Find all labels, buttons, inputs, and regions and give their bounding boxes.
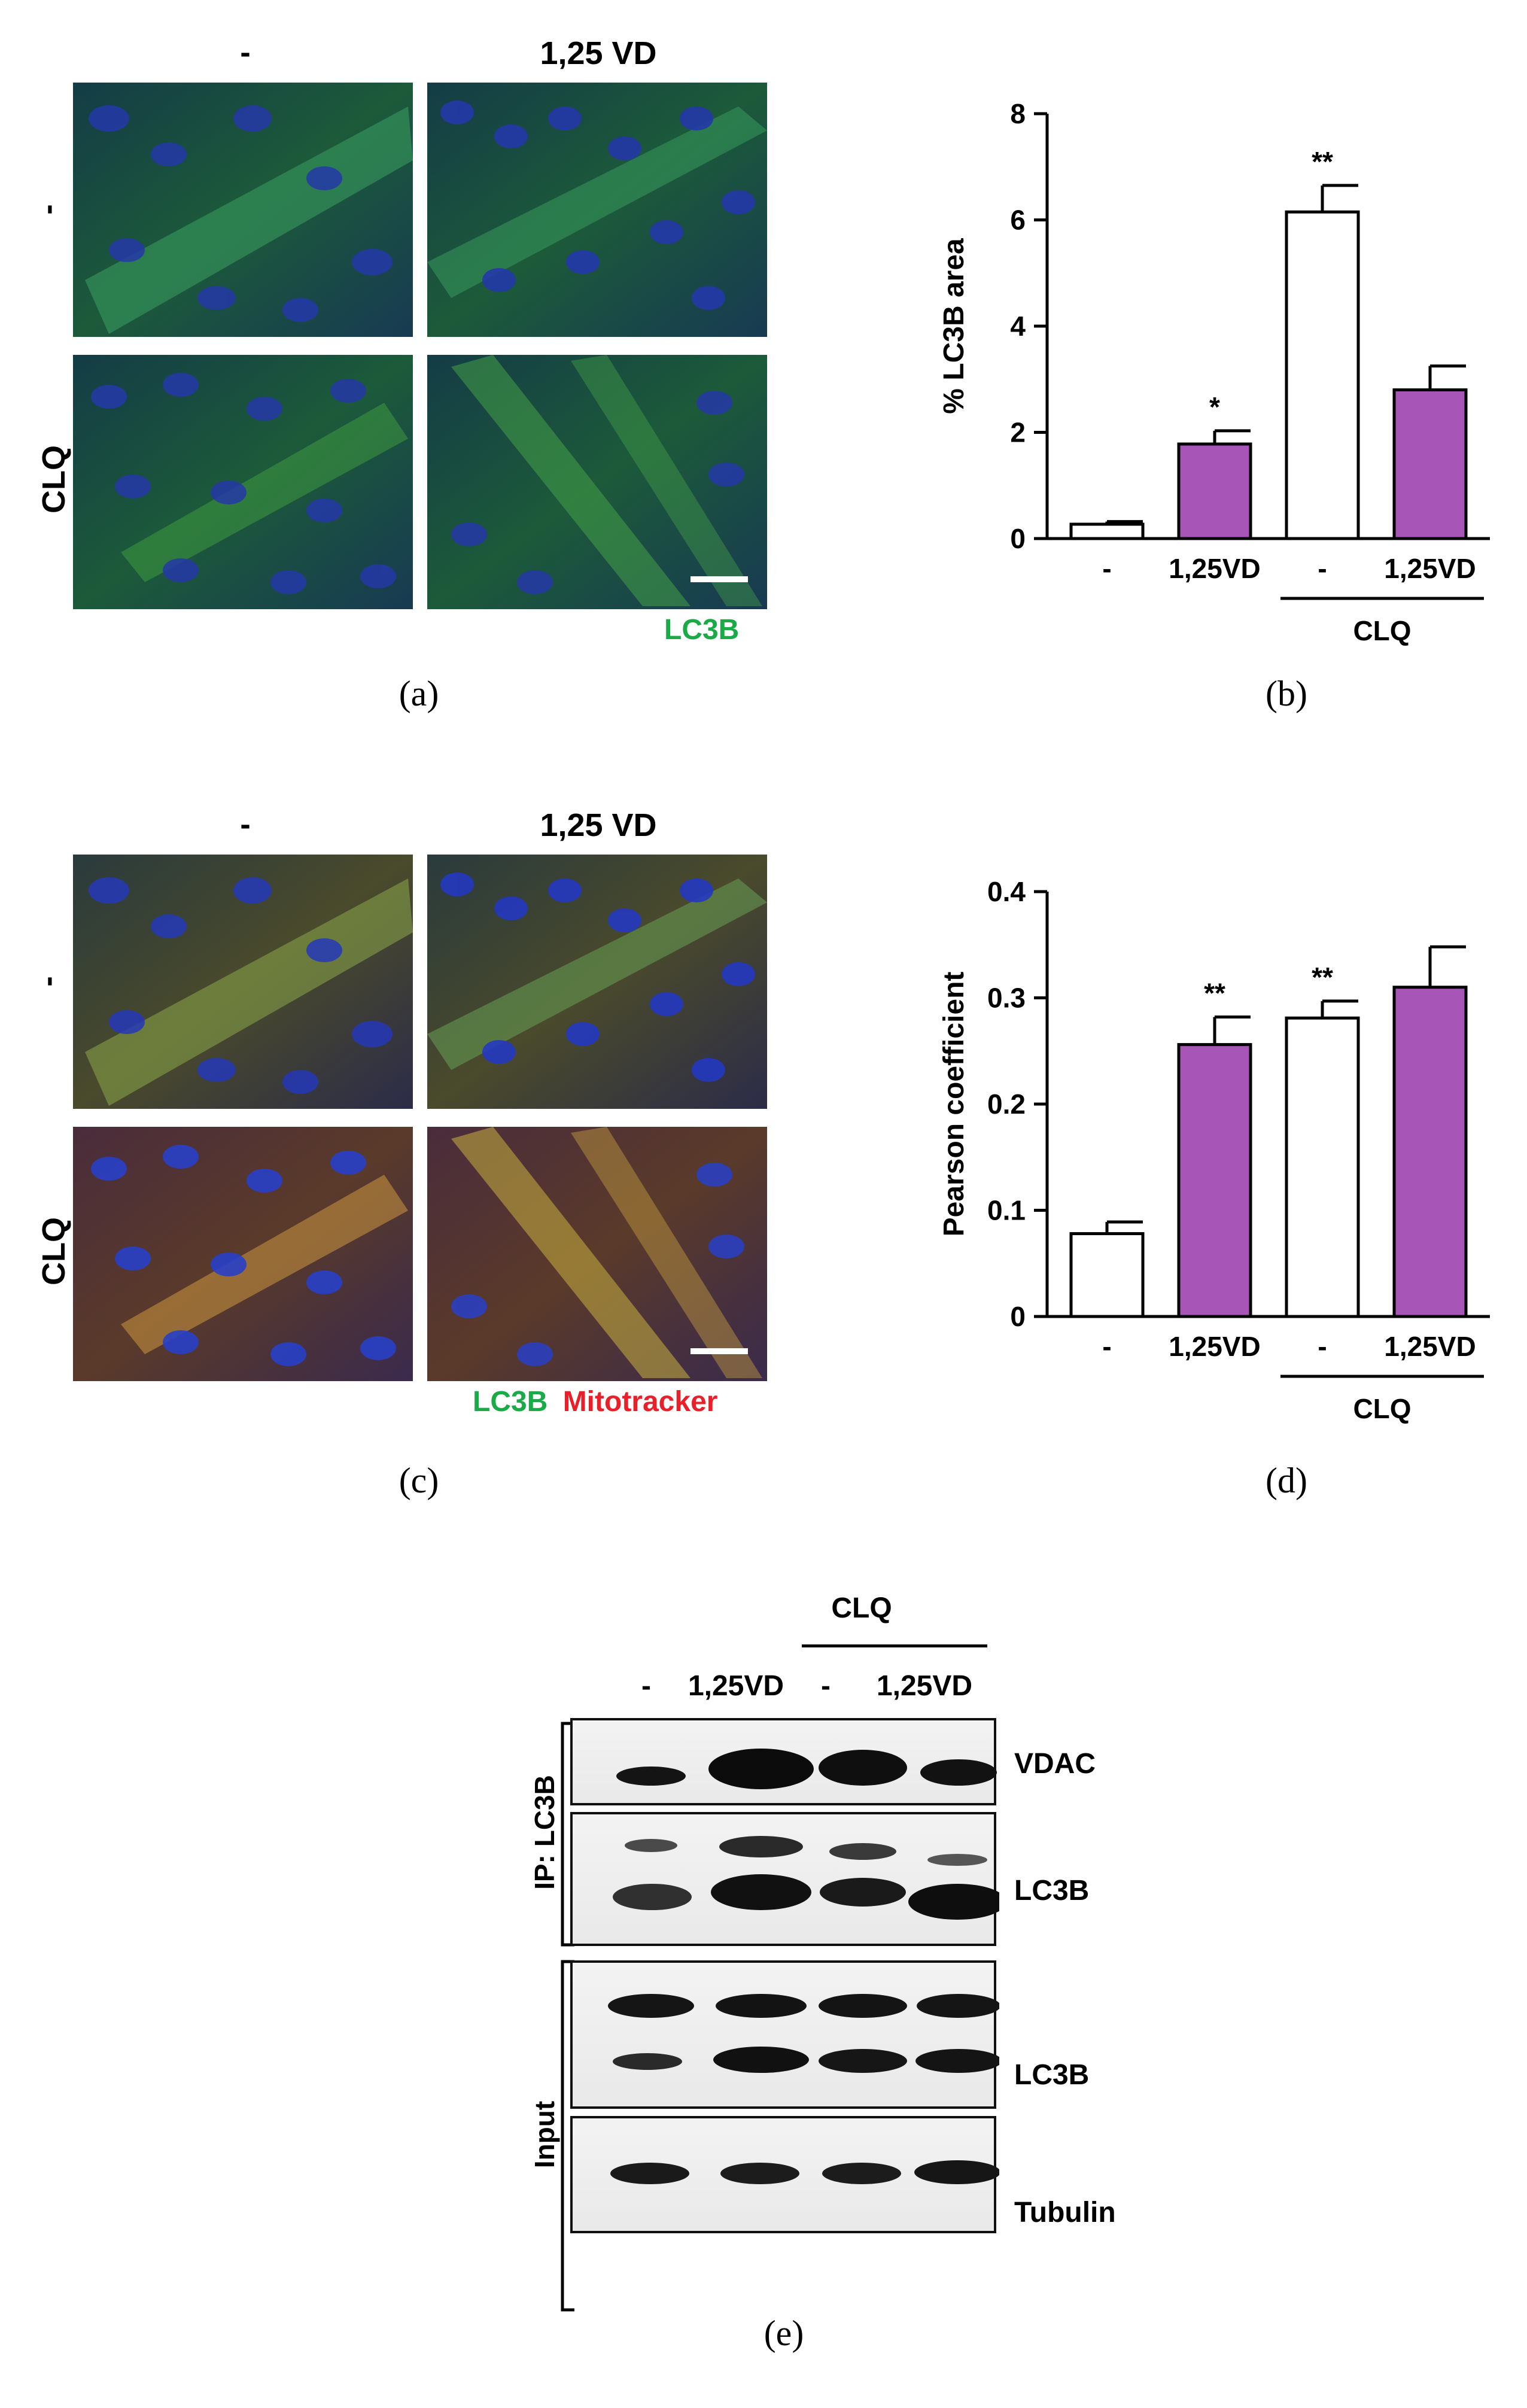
chart-b-ytick-label-2: 4: [1010, 311, 1026, 342]
chart-d-category-label-0: -: [1102, 1331, 1111, 1362]
chart-b-significance-2: **: [1312, 146, 1333, 177]
chart-b-ytick-label-3: 6: [1010, 205, 1026, 236]
chart-b-errorbar-1: [1213, 429, 1251, 445]
panel-c-caption: (c): [399, 1461, 439, 1500]
chart-b-bar-1: [1177, 442, 1252, 540]
panel-c-micrographs: [73, 855, 767, 1381]
scale-bar-c: [691, 1348, 748, 1354]
micrograph-c-125vd: [427, 855, 767, 1109]
panel-c-stain-green: LC3B: [473, 1386, 548, 1418]
chart-b-category-label-1: 1,25VD: [1169, 553, 1260, 584]
chart-d-bar-2: [1285, 1016, 1360, 1318]
panel-a-stain-label: LC3B: [664, 614, 740, 646]
panel-e-group-label: CLQ: [831, 1592, 892, 1624]
chart-b-errorbar-2: [1321, 184, 1358, 212]
panel-a-micrographs: [73, 83, 767, 609]
lane-label-4: 1,25VD: [876, 1670, 973, 1702]
scale-bar-a: [691, 576, 748, 582]
panel-c: - 1,25 VD - CLQ: [0, 772, 790, 1526]
chart-b-bar-0: [1069, 522, 1145, 540]
panel-e-caption: (e): [764, 2313, 804, 2353]
micrograph-a-clq: [73, 355, 413, 609]
chart-b-category-label-3: 1,25VD: [1384, 553, 1476, 584]
micrograph-c-clq-125vd: [427, 1127, 767, 1381]
lane-label-3: -: [821, 1670, 831, 1702]
chart-b-group-label: CLQ: [1353, 615, 1411, 646]
chart-d-errorbar-0: [1105, 1220, 1143, 1234]
panel-e-group-line: [802, 1644, 987, 1647]
chart-d-errorbar-1: [1213, 1015, 1251, 1045]
chart-d-ylabel: Pearson coefficient: [938, 972, 970, 1237]
chart-d-ytick-label-3: 0.3: [987, 983, 1026, 1014]
micrograph-a-clq-125vd: [427, 355, 767, 609]
chart-b-ylabel: % LC3B area: [938, 238, 970, 414]
panel-d: 0 0.1 0.2 0.3 0.4 Pearson coefficient - ** 1,25V…: [898, 850, 1526, 1526]
blot-vdac: [570, 1718, 997, 1805]
panel-b-caption: (b): [1266, 674, 1307, 713]
chart-b-ytick-label-4: 8: [1010, 98, 1026, 129]
blot-label-lc3b-ip: LC3B: [1014, 1875, 1090, 1907]
chart-d-ytick-label-1: 0.1: [987, 1195, 1026, 1226]
chart-d-category-label-1: 1,25VD: [1169, 1331, 1260, 1362]
chart-d-bar-1: [1177, 1043, 1252, 1318]
chart-b: 0 2 4 6 8 % LC3B area - * 1,25VD ** - 1,25VD CLQ: [938, 98, 1490, 646]
micrograph-a-control: [73, 83, 413, 337]
panel-e: CLQ - 1,25VD - 1,25VD IP: LC3B Input: [479, 1580, 1197, 2370]
panel-a-col-label-1: -: [240, 35, 251, 70]
panel-a-row-label-1: -: [31, 204, 65, 215]
input-label: Input: [529, 2100, 560, 2169]
chart-d-category-label-2: -: [1318, 1331, 1327, 1362]
chart-b-bar-2: [1285, 210, 1360, 540]
blot-tubulin: [570, 2116, 999, 2233]
panel-b: 0 2 4 6 8 % LC3B area - * 1,25VD ** - 1,25VD CLQ (b): [898, 72, 1526, 736]
chart-d-ytick-label-2: 0.2: [987, 1089, 1026, 1120]
chart-b-category-label-0: -: [1102, 553, 1111, 584]
panel-c-row-label-1: -: [31, 976, 65, 987]
panel-a-caption: (a): [399, 674, 439, 713]
chart-d-category-label-3: 1,25VD: [1384, 1331, 1476, 1362]
panel-c-col-label-1: -: [240, 807, 251, 842]
panel-c-col-label-2: 1,25 VD: [540, 807, 657, 843]
chart-b-errorbar-3: [1428, 364, 1466, 390]
chart-b-category-label-2: -: [1318, 553, 1327, 584]
blot-lc3b-ip: [570, 1812, 999, 1946]
chart-d-errorbar-2: [1321, 999, 1358, 1018]
chart-b-ytick-label-1: 2: [1010, 417, 1026, 448]
lane-label-1: -: [641, 1670, 651, 1702]
chart-b-ytick-label-0: 0: [1010, 523, 1026, 554]
micrograph-a-125vd: [427, 83, 767, 337]
blot-label-vdac: VDAC: [1014, 1748, 1096, 1780]
chart-d-group-label: CLQ: [1353, 1393, 1411, 1424]
chart-d-ytick-label-0: 0: [1010, 1301, 1026, 1332]
micrograph-c-control: [73, 855, 413, 1109]
panel-a-col-label-2: 1,25 VD: [540, 35, 657, 71]
chart-d-ytick-label-4: 0.4: [987, 876, 1026, 907]
blot-lc3b-input: [570, 1960, 999, 2109]
micrograph-c-clq: [73, 1127, 413, 1381]
lane-label-2: 1,25VD: [688, 1670, 784, 1702]
chart-d-significance-2: **: [1312, 962, 1333, 993]
blot-strips: [570, 1718, 999, 2233]
blot-label-lc3b-input: LC3B: [1014, 2059, 1090, 2091]
chart-d: 0 0.1 0.2 0.3 0.4 Pearson coefficient - ** 1,25V…: [938, 876, 1490, 1424]
chart-d-bar-0: [1069, 1232, 1145, 1318]
panel-d-caption: (d): [1266, 1461, 1307, 1500]
panel-e-brackets: [561, 1722, 574, 2312]
chart-b-significance-1: *: [1209, 391, 1220, 422]
chart-b-bar-3: [1392, 388, 1468, 540]
ip-label: IP: LC3B: [529, 1775, 560, 1890]
panel-c-row-label-2: CLQ: [36, 1217, 72, 1285]
blot-label-tubulin: Tubulin: [1014, 2197, 1116, 2228]
panel-c-stain-red: Mitotracker: [562, 1386, 718, 1418]
panel-a-row-label-2: CLQ: [36, 445, 72, 513]
chart-d-significance-1: **: [1204, 977, 1225, 1008]
panel-a: - 1,25 VD - CLQ: [0, 0, 790, 736]
chart-d-errorbar-3: [1428, 945, 1466, 987]
chart-d-bar-3: [1392, 986, 1468, 1318]
chart-b-errorbar-0: [1105, 520, 1143, 525]
panel-c-stain-legend: LC3B Mitotracker: [473, 1385, 717, 1418]
